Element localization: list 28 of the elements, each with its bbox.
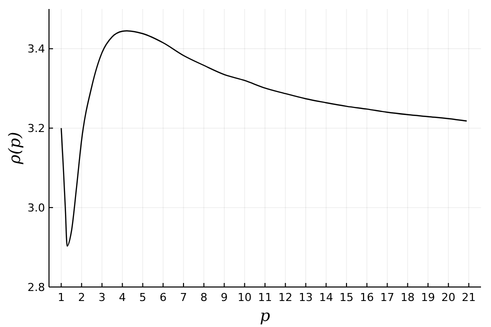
x-tick-label: 20 <box>441 291 456 304</box>
x-tick-label: 1 <box>58 291 65 304</box>
y-tick-label: 3.2 <box>28 122 45 135</box>
y-tick-label: 2.8 <box>28 280 45 294</box>
x-tick-label: 3 <box>98 291 106 304</box>
x-axis-title: p <box>260 306 270 325</box>
x-tick-label: 17 <box>380 291 394 304</box>
x-tick-label: 18 <box>400 291 415 304</box>
x-tick-label: 2 <box>78 291 86 304</box>
x-tick-label: 19 <box>421 291 436 304</box>
x-tick-label: 13 <box>298 291 313 304</box>
x-tick-label: 21 <box>462 291 476 304</box>
x-tick-label: 12 <box>278 291 292 304</box>
x-tick-label: 7 <box>180 291 187 304</box>
x-tick-label: 15 <box>340 291 354 304</box>
x-tick-label: 4 <box>118 291 126 304</box>
x-tick-label: 14 <box>319 291 334 304</box>
x-tick-label: 5 <box>139 291 146 304</box>
x-tick-label: 9 <box>220 291 228 304</box>
y-tick-label: 3.0 <box>28 201 45 214</box>
y-tick-label: 3.4 <box>28 42 45 56</box>
x-tick-label: 10 <box>238 291 252 304</box>
x-tick-label: 11 <box>258 291 272 304</box>
line-series <box>60 30 468 247</box>
x-tick-label: 8 <box>200 291 208 304</box>
x-tick-label: 6 <box>160 291 167 304</box>
x-tick-label: 16 <box>360 291 374 304</box>
y-axis-title: ρ(p) <box>5 132 24 166</box>
